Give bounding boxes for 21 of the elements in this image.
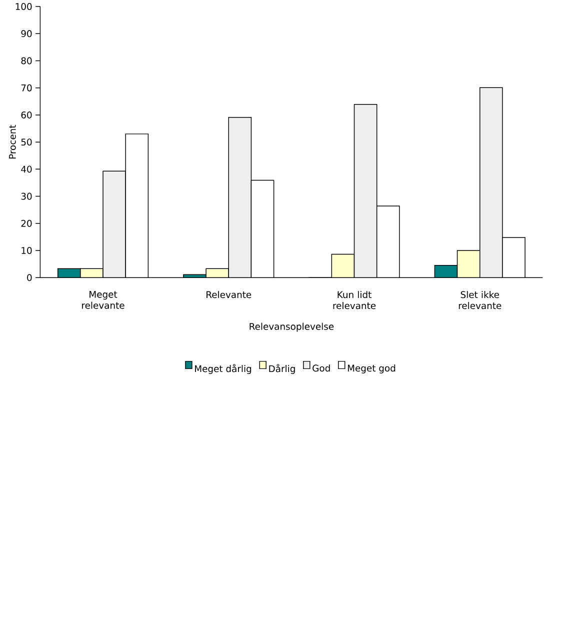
y-tick-label: 50 bbox=[22, 138, 32, 146]
legend-label: Meget dårlig bbox=[195, 364, 252, 374]
x-tick-label: Slet ikke relevante bbox=[459, 290, 502, 310]
x-tick-label: Meget relevante bbox=[82, 290, 125, 309]
y-tick-label: 20 bbox=[22, 220, 32, 227]
y-tick-label: 10 bbox=[22, 247, 32, 254]
legend-label: Meget god bbox=[348, 364, 396, 374]
y-axis-title: Procent bbox=[9, 124, 16, 159]
y-tick-label: 80 bbox=[21, 57, 32, 64]
x-axis-title: Relevansoplevelse bbox=[250, 322, 334, 332]
y-tick-label: 90 bbox=[21, 30, 32, 38]
y-tick-label: 100 bbox=[16, 3, 32, 10]
legend-label: God bbox=[312, 364, 330, 372]
y-tick-label: 60 bbox=[21, 111, 32, 118]
x-tick-label: Relevante bbox=[206, 290, 252, 298]
y-tick-label: 30 bbox=[22, 192, 32, 200]
x-tick-label: Kun lidt relevante bbox=[333, 290, 376, 310]
legend-label: Dårlig bbox=[269, 364, 296, 374]
y-tick-label: 0 bbox=[27, 274, 32, 282]
y-tick-label: 70 bbox=[22, 84, 32, 92]
y-tick-label: 40 bbox=[21, 166, 32, 173]
